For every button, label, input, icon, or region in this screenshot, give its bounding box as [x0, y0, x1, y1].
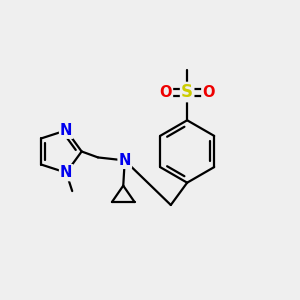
Text: N: N	[60, 123, 72, 138]
Text: S: S	[181, 83, 193, 101]
Text: N: N	[60, 165, 72, 180]
Text: O: O	[202, 85, 215, 100]
Text: N: N	[118, 153, 131, 168]
Text: O: O	[160, 85, 172, 100]
